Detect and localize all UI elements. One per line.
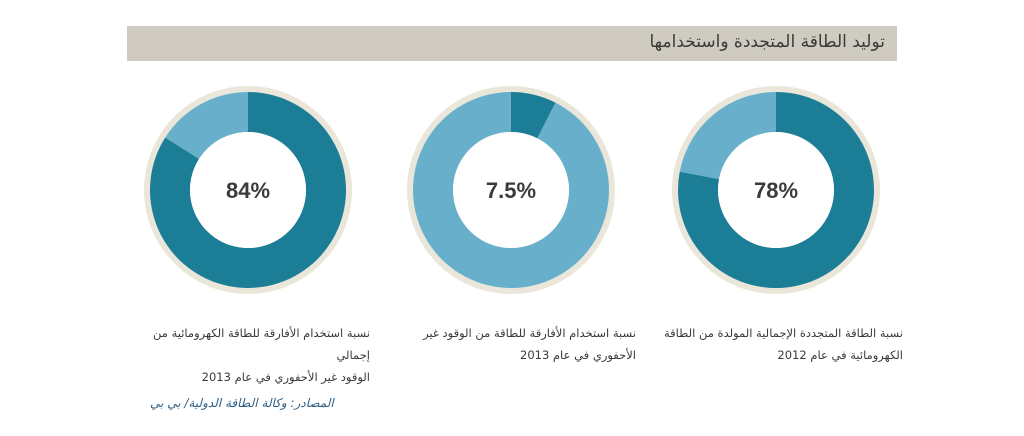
donut-center-hole [190,132,306,248]
donut-svg-2: 7.5% [407,86,615,294]
caption-3: نسبة استخدام الأفارقة للطاقة الكهرومائية… [120,322,370,388]
caption-2: نسبة استخدام الأفارقة للطاقة من الوقود غ… [386,322,636,366]
donut-slice-value [678,92,874,288]
caption-2-line-2: الأحفوري في عام 2013 [520,348,636,362]
caption-3-line-1: نسبة استخدام الأفارقة للطاقة الكهرومائية… [153,326,370,362]
donut-svg-1: 78% [672,86,880,294]
caption-2-line-1: نسبة استخدام الأفارقة للطاقة من الوقود غ… [423,326,636,340]
donut-chart-2: 7.5% [405,84,617,296]
donut-percent-label-2: 7.5% [486,178,536,203]
donut-chart-1: 78% [670,84,882,296]
donut-center-hole [718,132,834,248]
donut-svg-3: 84% [144,86,352,294]
donut-chart-3: 84% [142,84,354,296]
donut-slice-remainder [413,92,609,288]
caption-3-line-2: الوقود غير الأحفوري في عام 2013 [201,370,370,384]
header-bar: توليد الطاقة المتجددة واستخدامها [127,26,897,61]
donut-percent-label-1: 78% [754,178,798,203]
caption-1-line-1: نسبة الطاقة المتجددة الإجمالية المولدة م… [664,326,903,340]
donut-slice-remainder [165,92,248,159]
donut-percent-label-3: 84% [226,178,270,203]
page-title: توليد الطاقة المتجددة واستخدامها [649,32,885,52]
donut-slice-remainder [679,91,776,180]
donut-slice-value [511,92,556,139]
caption-1-line-2: الكهرومائية في عام 2012 [777,348,903,362]
caption-1: نسبة الطاقة المتجددة الإجمالية المولدة م… [653,322,903,366]
source-note: المصادر: وكالة الطاقة الدولية/ بي بي [150,396,334,410]
donut-slice-value [150,92,346,288]
donut-center-hole [453,132,569,248]
